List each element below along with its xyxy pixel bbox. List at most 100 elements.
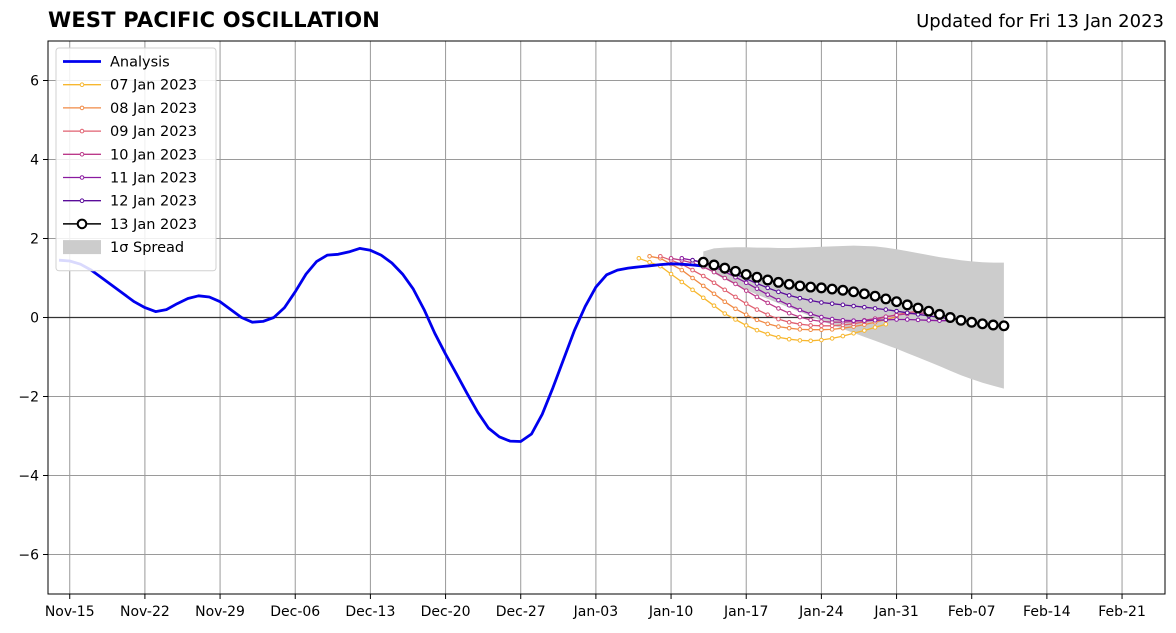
forecast-point: [894, 317, 899, 322]
legend-label: 13 Jan 2023: [110, 217, 197, 233]
x-tick-label: Feb-07: [948, 604, 996, 620]
forecast-point: [754, 317, 760, 323]
forecast-point: [786, 293, 792, 298]
forecast-point: [883, 307, 889, 312]
forecast-point: [862, 304, 867, 310]
forecast-point: [894, 312, 899, 318]
forecast-point: [743, 301, 749, 306]
forecast-point: [754, 286, 760, 291]
forecast-point: [808, 298, 813, 303]
forecast-point: [679, 255, 685, 261]
forecast-point: [840, 333, 846, 339]
forecast-point: [819, 314, 824, 320]
forecast-point: [840, 302, 846, 308]
forecast-point: [851, 331, 856, 336]
x-tick-label: Dec-13: [345, 604, 395, 620]
forecast-series: [636, 255, 889, 344]
forecast-point: [872, 325, 878, 330]
forecast-point: [872, 306, 878, 311]
forecast-point: [776, 289, 781, 295]
forecast-point: [765, 321, 770, 327]
forecast-point: [754, 307, 760, 312]
current-forecast-point: [858, 288, 870, 300]
forecast-point: [722, 299, 728, 305]
legend-swatch-marker: [79, 175, 85, 180]
current-forecast-point: [697, 256, 709, 268]
legend-entry: 07 Jan 2023: [63, 78, 197, 94]
forecast-point: [711, 269, 717, 275]
legend-label: 11 Jan 2023: [110, 171, 197, 187]
legend-box: [55, 47, 217, 272]
forecast-point: [700, 295, 706, 301]
forecast-point: [808, 323, 813, 328]
forecast-point: [690, 267, 695, 273]
forecast-point: [819, 337, 824, 343]
forecast-point: [711, 280, 717, 286]
forecast-point: [808, 327, 813, 333]
forecast-point: [711, 303, 717, 308]
forecast-point: [904, 310, 910, 316]
current-forecast-point: [826, 283, 838, 295]
y-tick-label: 0: [30, 311, 39, 327]
axis-ticks: Nov-15 Nov-22 Nov-29 Dec-06 Dec-13 Dec-20 Dec-…: [18, 74, 1146, 621]
chart-title: WEST PACIFIC OSCILLATION: [48, 8, 381, 32]
forecast-point: [915, 317, 921, 323]
updated-date: Updated for Fri 13 Jan 2023: [916, 11, 1164, 32]
current-forecast-point: [901, 299, 913, 311]
legend-swatch-marker: [79, 82, 85, 87]
x-tick-label: Jan-24: [798, 604, 844, 620]
analysis-path: [58, 246, 704, 443]
legend-entry: 13 Jan 2023: [63, 217, 197, 233]
forecast-point: [819, 300, 824, 305]
forecast-point: [765, 312, 770, 318]
current-forecast-point: [966, 316, 978, 328]
forecast-point: [894, 308, 899, 314]
legend-swatch-marker: [79, 198, 85, 203]
forecast-point: [733, 294, 738, 300]
x-tick-label: Jan-31: [873, 604, 918, 620]
legend-label: Analysis: [110, 55, 170, 71]
forecast-point: [733, 281, 738, 287]
forecast-point: [647, 259, 652, 265]
y-tick-label: 4: [30, 153, 39, 169]
forecast-point: [797, 321, 803, 327]
forecast-point: [904, 317, 910, 322]
legend-swatch-marker: [76, 218, 88, 230]
current-forecast-point: [762, 274, 774, 286]
forecast-point: [797, 307, 803, 313]
forecast-point: [926, 317, 932, 323]
forecast-point: [765, 285, 770, 291]
forecast-point: [722, 311, 728, 316]
forecast-point: [797, 295, 803, 301]
forecast-point: [872, 317, 878, 323]
current-forecast-point: [719, 262, 731, 274]
legend-label: 1σ Spread: [110, 240, 184, 256]
forecast-point: [819, 327, 824, 333]
forecast-point: [679, 279, 685, 285]
legend-swatch-marker: [79, 152, 85, 157]
forecast-point: [862, 328, 867, 333]
forecast-point: [647, 253, 652, 259]
x-tick-label: Nov-15: [45, 604, 95, 620]
legend-entry: 09 Jan 2023: [63, 124, 197, 140]
x-tick-label: Dec-27: [496, 604, 546, 620]
forecast-point: [765, 300, 770, 306]
current-forecast-point: [998, 320, 1010, 332]
legend-swatch-marker: [79, 128, 85, 134]
forecast-point: [862, 318, 867, 323]
forecast-point: [786, 310, 792, 316]
forecast-point: [840, 317, 846, 323]
forecast-point: [765, 331, 770, 337]
forecast-point: [808, 311, 813, 317]
legend-label: 10 Jan 2023: [110, 147, 197, 163]
forecast-point: [776, 334, 781, 340]
current-forecast-point: [934, 308, 945, 320]
forecast-point: [711, 291, 717, 297]
forecast-point: [797, 314, 803, 320]
legend-entry: 08 Jan 2023: [63, 101, 197, 117]
current-forecast-point: [987, 319, 999, 331]
legend-entry: 10 Jan 2023: [63, 147, 197, 163]
forecast-point: [658, 253, 663, 259]
current-forecast-point: [837, 284, 849, 296]
